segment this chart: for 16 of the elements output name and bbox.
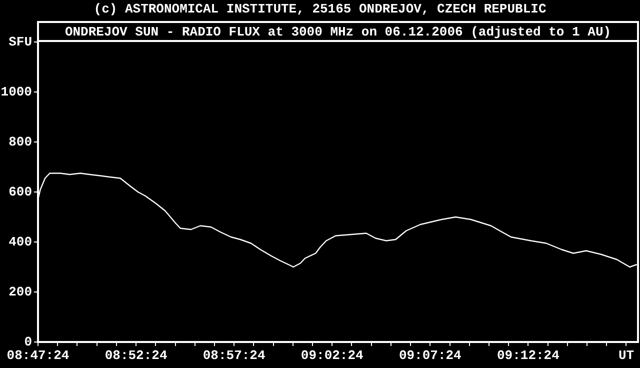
y-tick-label: 0 [24,334,32,350]
text: (c) ASTRONOMICAL INSTITUTE, 25165 ONDREJOV, CZECH REPUBLIC [94,1,546,16]
x-tick-label: UT [618,348,634,364]
y-tick-label: 600 [8,184,32,200]
x-tick-label: 09:07:24 [398,348,462,364]
y-tick-label: 400 [8,234,32,250]
y-tick-label: 800 [8,134,32,150]
x-tick-label: 08:57:24 [202,348,266,364]
x-tick-label: 09:02:24 [300,348,364,364]
y-tick-label: 1000 [0,84,32,100]
x-tick-label: 08:47:24 [6,348,70,364]
y-tick-label: 200 [8,284,32,300]
x-tick-label: 09:12:24 [496,348,560,364]
x-tick-label: 08:52:24 [104,348,168,364]
chart-title: ONDREJOV SUN - RADIO FLUX at 3000 MHz on 06.12.2006 (adjusted to 1 AU) [64,24,612,40]
y-tick-label: SFU [8,34,32,50]
